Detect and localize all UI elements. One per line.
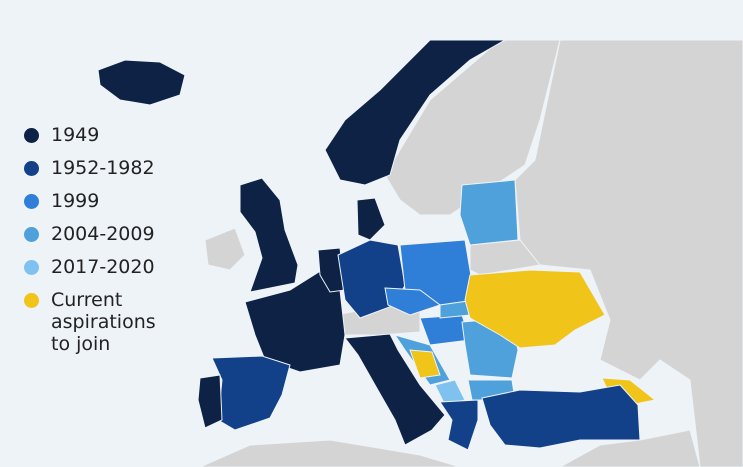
czechia <box>384 287 442 316</box>
legend-swatch <box>24 293 39 308</box>
ireland <box>204 227 246 271</box>
legend-label: 1999 <box>51 190 100 212</box>
bosnia <box>409 349 441 379</box>
norway <box>324 39 507 186</box>
legend-swatch <box>24 260 39 275</box>
iceland <box>97 59 186 106</box>
legend-item: Current aspirations to join <box>24 289 171 355</box>
legend-swatch <box>24 161 39 176</box>
legend-item: 2017-2020 <box>24 256 171 278</box>
legend-item: 2004-2009 <box>24 223 171 245</box>
scandinavia-gray <box>384 39 561 216</box>
greece <box>439 399 479 451</box>
legend-swatch <box>24 227 39 242</box>
legend-item: 1952-1982 <box>24 157 171 179</box>
legend-swatch <box>24 128 39 143</box>
baltics <box>459 179 519 246</box>
italy <box>344 333 446 446</box>
spain <box>211 355 291 431</box>
hungary <box>419 314 471 346</box>
legend-label: 2004-2009 <box>51 223 155 245</box>
russia <box>514 39 743 467</box>
legend: 1949 1952-1982 1999 2004-2009 2017-2020 Curre… <box>24 124 171 366</box>
middle-east <box>559 429 701 467</box>
uk <box>239 177 299 293</box>
portugal <box>197 374 223 429</box>
legend-label: 2017-2020 <box>51 256 155 278</box>
balkans-new <box>434 379 466 406</box>
ukraine <box>464 269 606 349</box>
france <box>244 269 346 373</box>
turkey <box>481 384 641 449</box>
legend-label: Current aspirations to join <box>51 289 156 355</box>
legend-label: 1952-1982 <box>51 157 155 179</box>
legend-swatch <box>24 194 39 209</box>
denmark <box>356 197 386 241</box>
legend-item: 1949 <box>24 124 171 146</box>
africa <box>199 439 461 467</box>
legend-item: 1999 <box>24 190 171 212</box>
legend-label: 1949 <box>51 124 100 146</box>
